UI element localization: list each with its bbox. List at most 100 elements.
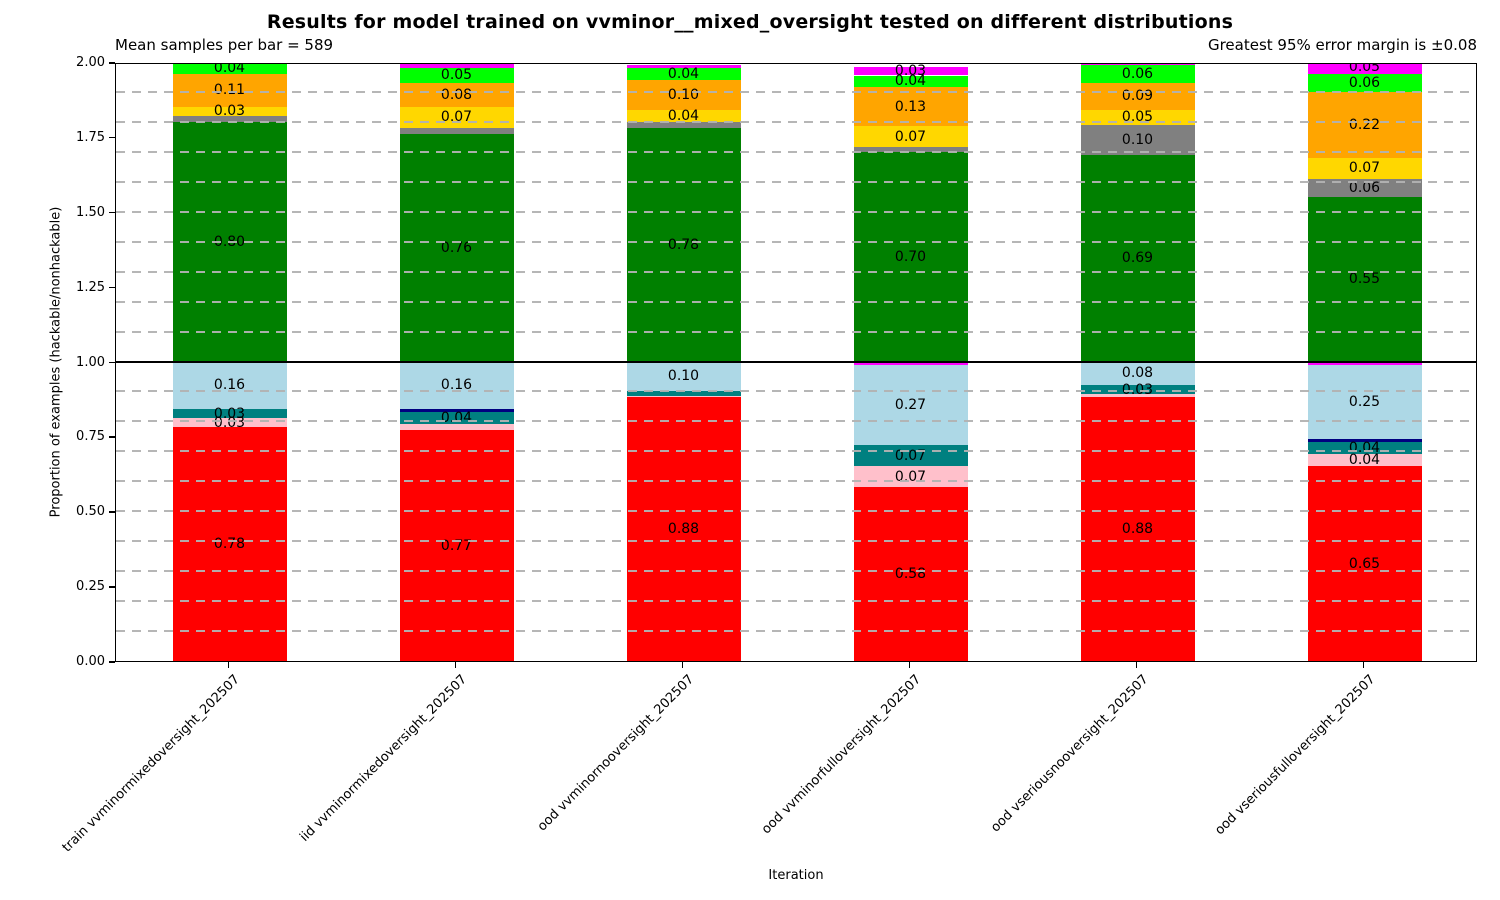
bar-segment-navy bbox=[399, 409, 514, 413]
segment-value-label: 0.07 bbox=[440, 109, 473, 126]
x-axis-label: Iteration bbox=[768, 868, 824, 883]
bar-segment-lime bbox=[1307, 73, 1422, 92]
gridline bbox=[116, 630, 1476, 633]
segment-value-label: 0.78 bbox=[213, 536, 246, 553]
bar-segment-gold bbox=[172, 106, 287, 116]
x-tick-mark bbox=[454, 662, 456, 668]
bar-segment-pink bbox=[1307, 454, 1422, 467]
y-tick-label: 0.75 bbox=[76, 429, 105, 445]
bar-segment-green bbox=[626, 127, 741, 362]
gridline bbox=[116, 420, 1476, 423]
segment-value-label: 0.88 bbox=[667, 521, 700, 538]
segment-value-label: 0.06 bbox=[1348, 179, 1381, 196]
segment-value-label: 0.27 bbox=[894, 396, 927, 413]
gridline bbox=[116, 600, 1476, 603]
x-tick-label: ood vseriousfulloversight_202507 bbox=[1212, 672, 1379, 839]
bar-segment-magenta bbox=[853, 361, 968, 365]
bar-segment-gray bbox=[1307, 178, 1422, 197]
bar-segment-magenta bbox=[626, 65, 741, 68]
bar-segment-teal bbox=[399, 412, 514, 425]
bar-segment-green bbox=[1080, 154, 1195, 362]
gridline bbox=[116, 210, 1476, 213]
gridline bbox=[116, 300, 1476, 303]
segment-value-label: 0.03 bbox=[894, 63, 927, 79]
segment-value-label: 0.04 bbox=[894, 73, 927, 90]
y-tick-label: 1.00 bbox=[76, 354, 105, 370]
segment-value-label: 0.69 bbox=[1121, 250, 1154, 267]
bar-segment-navy bbox=[1307, 439, 1422, 443]
y-tick-label: 1.75 bbox=[76, 129, 105, 145]
y-tick-mark bbox=[109, 511, 115, 513]
bar-segment-red bbox=[399, 430, 514, 661]
segment-value-label: 0.06 bbox=[1121, 65, 1154, 82]
segment-value-label: 0.10 bbox=[667, 368, 700, 385]
y-tick-mark bbox=[109, 136, 115, 139]
segment-value-label: 0.65 bbox=[1348, 555, 1381, 572]
bar-segment-magenta bbox=[1307, 363, 1422, 365]
error-margin-annotation: Greatest 95% error margin is ±0.08 bbox=[1207, 36, 1477, 54]
gridline bbox=[116, 120, 1476, 123]
segment-value-label: 0.16 bbox=[213, 377, 246, 394]
segment-value-label: 0.70 bbox=[894, 248, 927, 265]
bar-segment-lightblue bbox=[1080, 361, 1195, 386]
mean-samples-annotation: Mean samples per bar = 589 bbox=[115, 36, 334, 54]
bar-segment-lime bbox=[853, 75, 968, 88]
x-tick-mark bbox=[1362, 662, 1364, 668]
gridline bbox=[116, 270, 1476, 273]
bar-segment-lime bbox=[399, 68, 514, 83]
segment-value-label: 0.05 bbox=[440, 67, 473, 84]
segment-value-label: 0.03 bbox=[213, 405, 246, 422]
bar-segment-lightblue bbox=[1307, 364, 1422, 440]
bar-segment-red bbox=[1307, 466, 1422, 661]
segment-value-label: 0.04 bbox=[213, 63, 246, 76]
segment-value-label: 0.06 bbox=[1348, 74, 1381, 91]
bar-segment-magenta bbox=[1080, 64, 1195, 65]
bar-segment-green bbox=[1307, 196, 1422, 362]
segment-value-label: 0.08 bbox=[440, 86, 473, 103]
segment-value-label: 0.88 bbox=[1121, 521, 1154, 538]
bar-segment-orange bbox=[626, 79, 741, 110]
bar-segment-lime bbox=[626, 68, 741, 80]
bar-3: 0.88 0.10 0.78 0.04 0.10 0.04 bbox=[626, 64, 741, 661]
bar-segment-gray bbox=[1080, 124, 1195, 155]
bar-segment-gold bbox=[626, 109, 741, 122]
x-tick-label: ood vseriousnooversight_202507 bbox=[987, 672, 1152, 836]
bar-segment-gray bbox=[172, 115, 287, 122]
bar-segment-pink bbox=[399, 424, 514, 431]
y-tick-mark bbox=[109, 211, 115, 214]
segment-value-label: 0.13 bbox=[894, 98, 927, 115]
bar-segment-pink bbox=[1080, 394, 1195, 398]
bar-segment-orange bbox=[1307, 91, 1422, 158]
bar-segment-gray bbox=[626, 121, 741, 128]
y-tick-label: 1.50 bbox=[76, 204, 105, 220]
bar-segment-gold bbox=[853, 126, 968, 148]
bar-segment-gray bbox=[853, 147, 968, 152]
bar-segment-teal bbox=[1080, 385, 1195, 395]
y-tick-mark bbox=[109, 62, 115, 64]
bar-5: 0.880.030.080.690.100.050.090.06 bbox=[1080, 64, 1195, 661]
y-tick-label: 0.00 bbox=[76, 654, 105, 669]
segment-value-label: 0.07 bbox=[1348, 160, 1381, 177]
gridline bbox=[116, 240, 1476, 243]
x-tick-mark bbox=[908, 662, 910, 668]
x-tick-mark bbox=[1135, 662, 1137, 668]
gridline bbox=[116, 450, 1476, 453]
y-tick-mark bbox=[109, 661, 115, 663]
segment-value-label: 0.10 bbox=[667, 86, 700, 103]
y-tick-mark bbox=[109, 286, 115, 289]
segment-value-label: 0.76 bbox=[440, 239, 473, 256]
bar-segment-magenta bbox=[1307, 64, 1422, 74]
gridline bbox=[116, 390, 1476, 393]
bar-segment-orange bbox=[1080, 82, 1195, 110]
segment-value-label: 0.04 bbox=[667, 65, 700, 82]
plot-area: 0.780.030.030.160.800.030.110.040.770.04… bbox=[115, 63, 1477, 662]
segment-value-label: 0.03 bbox=[213, 103, 246, 120]
y-tick-label: 0.50 bbox=[76, 504, 105, 520]
segment-value-label: 0.04 bbox=[440, 410, 473, 427]
segment-value-label: 0.05 bbox=[1121, 109, 1154, 126]
segment-value-label: 0.10 bbox=[1121, 131, 1154, 148]
segment-value-label: 0.03 bbox=[1081, 381, 1195, 399]
bar-segment-red bbox=[1080, 397, 1195, 661]
bar-segment-gray bbox=[399, 127, 514, 134]
segment-value-label: 0.05 bbox=[1348, 63, 1381, 75]
